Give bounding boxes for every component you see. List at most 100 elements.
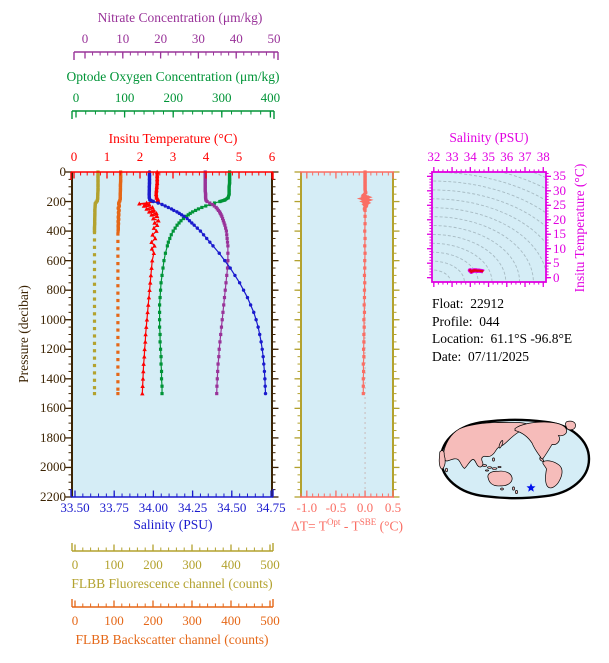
map-land-tasmania	[500, 487, 504, 491]
pressure-tick-label: 1600	[40, 400, 66, 416]
pressure-tick-label: 400	[46, 223, 67, 239]
temperature-tick-label: 1	[103, 149, 111, 164]
delta-t-tick-label: 0.0	[356, 500, 374, 515]
map-land-australia	[487, 470, 513, 487]
backscatter-tick-label: 0	[71, 613, 79, 628]
temperature-tick-label: 2	[136, 149, 144, 164]
salinity-tick-label: 33.75	[99, 500, 129, 515]
backscatter-axis-title: FLBB Backscatter channel (counts)	[75, 632, 269, 647]
pressure-axis-title: Pressure (decibar)	[16, 285, 31, 383]
temperature-axis-title: Insitu Temperature (°C)	[108, 131, 238, 146]
map-land-indonesia	[485, 469, 489, 472]
nitrate-tick-label: 50	[267, 31, 281, 46]
map-land-eurasia	[443, 422, 532, 469]
delta-t-label-suffix: (°C)	[376, 518, 403, 534]
delta-t-plot-background	[301, 172, 393, 497]
map-land-indonesia	[487, 466, 492, 469]
delta-t-label-sup1: Opt	[326, 517, 341, 527]
float-label: Float:	[432, 296, 464, 311]
backscatter-tick-label: 300	[182, 613, 202, 628]
float-info-block: Float: 22912 Profile: 044 Location: 61.1…	[432, 295, 572, 365]
salinity-tick-label: 34.25	[177, 500, 208, 515]
pressure-tick-label: 600	[46, 252, 67, 268]
map-land-madagascar	[445, 467, 448, 473]
ts-diagram-title: Salinity (PSU)	[449, 130, 529, 145]
backscatter-tick-label: 200	[143, 613, 163, 628]
fluorescence-axis-title: FLBB Fluorescence channel (counts)	[71, 576, 273, 591]
map-land-japan	[498, 440, 504, 449]
fluorescence-tick-label: 100	[104, 557, 124, 572]
oxygen-tick-label: 200	[163, 90, 183, 105]
location-value: 61.1°S -96.8°E	[490, 331, 573, 346]
delta-t-label-mid: - T	[340, 518, 360, 534]
map-land-indonesia	[481, 464, 488, 467]
map-land-indonesia	[497, 465, 502, 469]
fluorescence-tick-label: 300	[182, 557, 202, 572]
date-label: Date:	[432, 348, 462, 364]
profile-line: Profile: 044	[432, 313, 572, 331]
ts-temperature-tick-label: 0	[553, 269, 560, 285]
nitrate-tick-label: 20	[154, 31, 168, 46]
main-profile-plot-background	[72, 172, 272, 497]
delta-t-label-prefix: ΔT= T	[291, 518, 327, 534]
ts-profile-curve	[467, 268, 486, 275]
salinity-axis-title: Salinity (PSU)	[133, 517, 213, 532]
ts-salinity-tick-label: 32	[427, 149, 441, 164]
salinity-tick-label: 34.75	[256, 500, 286, 515]
ts-temperature-tick-label: 15	[553, 226, 566, 242]
main-profile-series	[92, 169, 268, 396]
temperature-tick-label: 6	[268, 149, 276, 164]
map-land-philippines	[492, 457, 495, 462]
map-landmasses	[438, 420, 576, 495]
profile-label: Profile:	[432, 313, 473, 329]
map-land-africa	[438, 450, 446, 470]
pressure-tick-label: 800	[46, 282, 67, 298]
world-map	[438, 418, 591, 500]
nitrate-tick-label: 0	[81, 31, 89, 46]
ts-temperature-tick-label: 10	[553, 240, 566, 256]
temperature-tick-label: 0	[70, 149, 78, 164]
pressure-tick-label: 200	[46, 193, 67, 209]
pressure-tick-label: 0	[59, 164, 67, 179]
ts-salinity-tick-label: 37	[518, 149, 532, 164]
map-land-indonesia	[491, 467, 498, 470]
location-label: Location:	[432, 331, 484, 346]
nitrate-tick-label: 30	[191, 31, 205, 46]
nitrate-tick-label: 10	[116, 31, 130, 46]
float-id-line: Float: 22912	[432, 295, 572, 313]
delta-t-series	[356, 170, 374, 396]
map-land-north-america	[514, 421, 567, 461]
ts-salinity-tick-label: 35	[482, 149, 496, 164]
salinity-tick-label: 34.00	[138, 500, 169, 515]
float-value: 22912	[470, 296, 505, 311]
nitrate-tick-label: 40	[229, 31, 243, 46]
delta-t-label-sup2: SBE	[359, 517, 377, 527]
backscatter-tick-label: 500	[260, 613, 280, 628]
ts-temperature-tick-label: 5	[553, 255, 560, 271]
fluorescence-tick-label: 500	[260, 557, 280, 572]
map-land-new-zealand	[512, 486, 515, 491]
ts-temperature-tick-label: 20	[553, 211, 566, 227]
map-land-greenland	[565, 420, 576, 431]
backscatter-tick-label: 400	[221, 613, 241, 628]
oxygen-tick-label: 300	[212, 90, 232, 105]
ts-salinity-tick-label: 36	[500, 149, 514, 164]
temperature-tick-label: 3	[169, 149, 177, 164]
delta-t-axis-label: ΔT= TOpt - TSBE (°C)	[247, 517, 447, 535]
temperature-tick-label: 5	[235, 149, 243, 164]
date-line: Date: 07/11/2025	[432, 348, 572, 366]
backscatter-tick-label: 100	[104, 613, 124, 628]
map-land-new-zealand	[515, 489, 518, 495]
pressure-tick-label: 1800	[40, 429, 66, 445]
oxygen-axis-title: Optode Oxygen Concentration (μm/kg)	[66, 69, 280, 84]
nitrate-axis-title: Nitrate Concentration (μm/kg)	[97, 10, 263, 25]
location-line: Location: 61.1°S -96.8°E	[432, 330, 572, 348]
fluorescence-tick-label: 400	[221, 557, 241, 572]
ts-salinity-tick-label: 33	[445, 149, 459, 164]
ts-salinity-tick-label: 38	[536, 149, 550, 164]
salinity-tick-label: 33.50	[60, 500, 90, 515]
pressure-tick-label: 1400	[40, 370, 66, 386]
pressure-tick-label: 2000	[40, 459, 66, 475]
